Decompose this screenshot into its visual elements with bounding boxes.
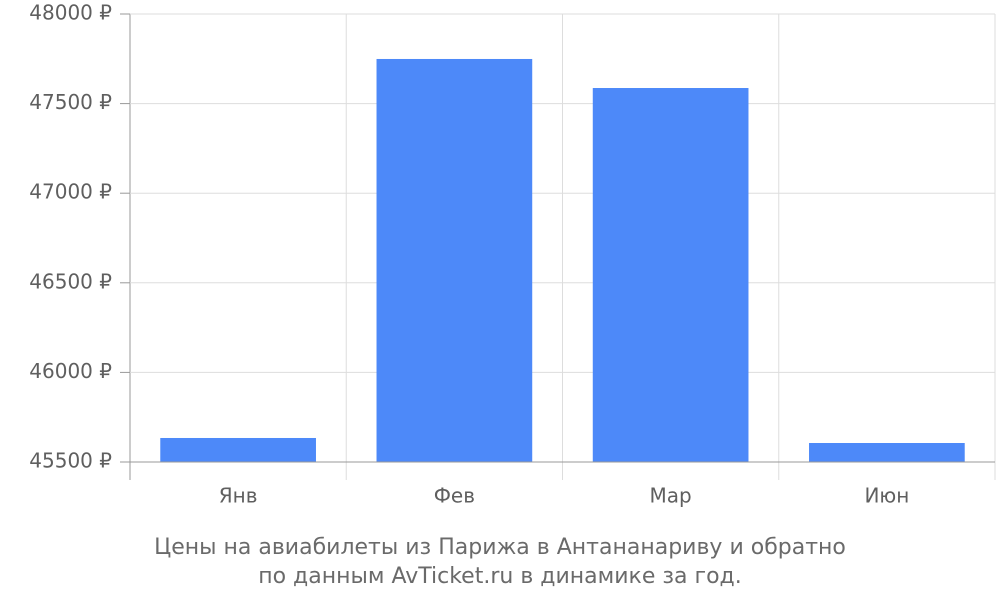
y-tick-label: 46500 ₽: [29, 269, 112, 293]
x-tick-label: Июн: [864, 484, 909, 508]
y-tick-label: 47500 ₽: [29, 90, 112, 114]
bar: [809, 443, 965, 462]
bar: [160, 437, 316, 462]
y-tick-label: 48000 ₽: [29, 1, 112, 25]
y-tick-label: 46000 ₽: [29, 359, 112, 383]
y-tick-label: 45500 ₽: [29, 449, 112, 473]
bar: [592, 88, 749, 463]
x-tick-label: Янв: [219, 484, 258, 508]
bar: [376, 58, 533, 463]
chart-title: Цены на авиабилеты из Парижа в Антананар…: [154, 535, 846, 560]
y-tick-label: 47000 ₽: [29, 180, 112, 204]
x-tick-label: Мар: [650, 484, 692, 508]
x-tick-label: Фев: [434, 484, 475, 508]
chart-title: по данным AvTicket.ru в динамике за год.: [258, 564, 742, 589]
